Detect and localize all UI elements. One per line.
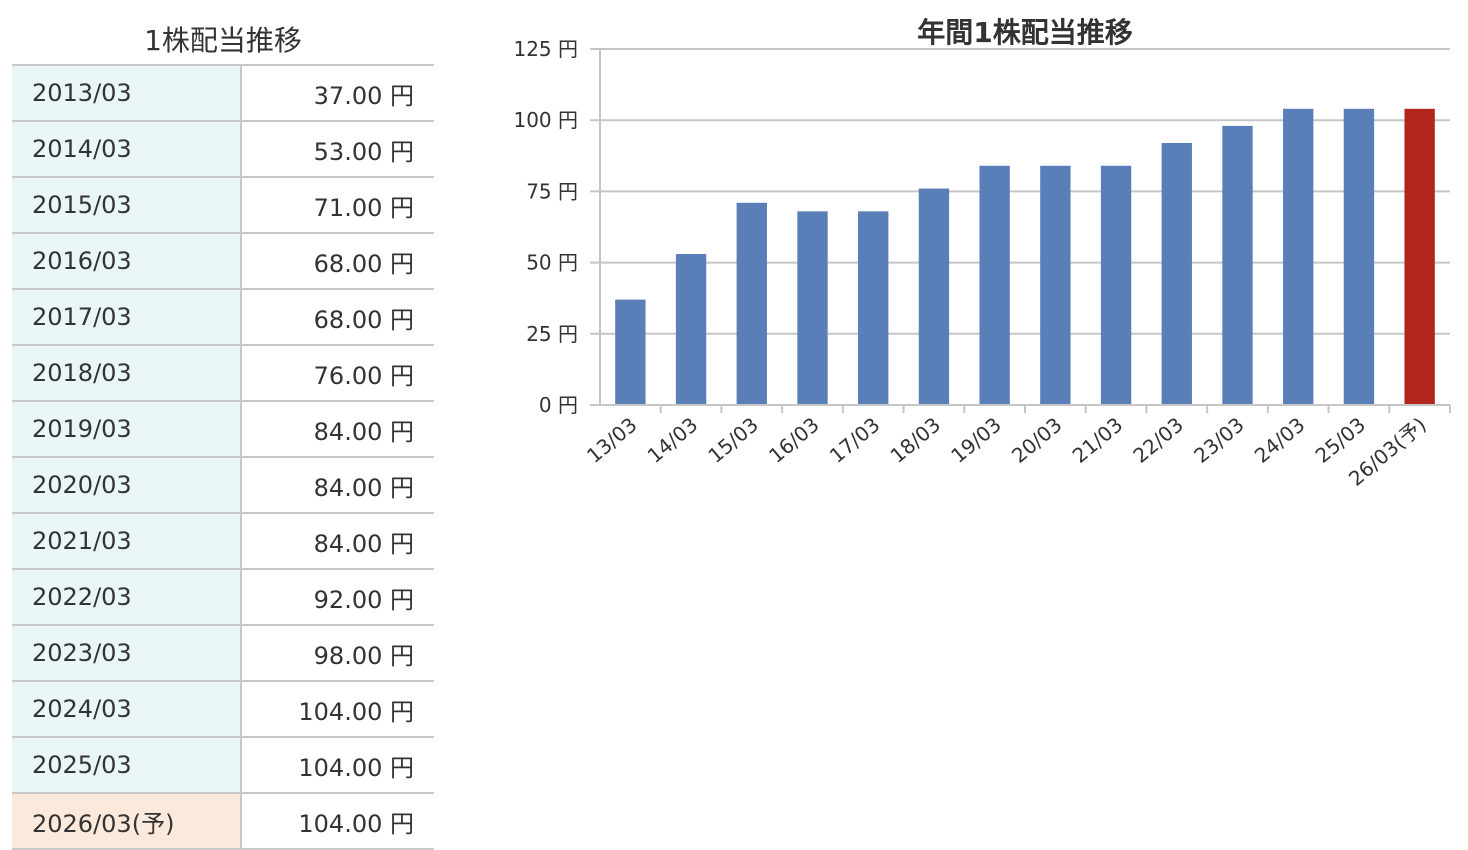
bar xyxy=(797,211,828,405)
period-cell: 2015/03 xyxy=(12,178,242,232)
table-row: 2025/03 104.00 円 xyxy=(12,738,434,794)
x-tick-label: 13/03 xyxy=(582,412,642,467)
bar xyxy=(1283,108,1314,406)
table-row: 2014/03 53.00 円 xyxy=(12,122,434,178)
dividend-cell: 71.00 円 xyxy=(313,193,414,222)
dividend-cell: 84.00 円 xyxy=(313,417,414,446)
dividend-chart: 年間1株配当推移 0 円 25 円 50 円 75 円 100 円 125 円 13/03 14… xyxy=(460,0,1460,560)
period-cell: 2013/03 xyxy=(12,66,242,120)
period-cell: 2023/03 xyxy=(12,626,242,680)
y-tick-label: 50 円 xyxy=(526,251,578,275)
x-tick-label: 23/03 xyxy=(1189,412,1249,467)
bar-forecast xyxy=(1404,108,1435,406)
table-row: 2019/03 84.00 円 xyxy=(12,402,434,458)
x-tick-label: 22/03 xyxy=(1128,412,1188,467)
dividend-cell: 84.00 円 xyxy=(313,473,414,502)
x-tick-label: 18/03 xyxy=(886,412,946,467)
bar xyxy=(736,202,767,405)
table-row: 2018/03 76.00 円 xyxy=(12,346,434,402)
table-row: 2013/03 37.00 円 xyxy=(12,64,434,122)
period-cell: 2025/03 xyxy=(12,738,242,792)
x-tick-label: 14/03 xyxy=(643,412,703,467)
x-tick-label: 24/03 xyxy=(1250,412,1310,467)
dividend-cell: 104.00 円 xyxy=(298,697,414,726)
dividend-cell: 84.00 円 xyxy=(313,529,414,558)
x-tick-label: 19/03 xyxy=(946,412,1006,467)
dividend-cell: 104.00 円 xyxy=(298,809,414,838)
table-title: 1株配当推移 xyxy=(144,24,302,57)
period-cell: 2021/03 xyxy=(12,514,242,568)
dividend-cell: 68.00 円 xyxy=(313,249,414,278)
period-cell: 2018/03 xyxy=(12,346,242,400)
table-row: 2022/03 92.00 円 xyxy=(12,570,434,626)
dividend-cell: 76.00 円 xyxy=(313,361,414,390)
bar xyxy=(918,188,950,405)
period-cell: 2014/03 xyxy=(12,122,242,176)
table-row: 2015/03 71.00 円 xyxy=(12,178,434,234)
table-row: 2017/03 68.00 円 xyxy=(12,290,434,346)
x-tick-label: 20/03 xyxy=(1007,412,1067,467)
table-row: 2024/03 104.00 円 xyxy=(12,682,434,738)
period-cell: 2024/03 xyxy=(12,682,242,736)
bar xyxy=(1161,142,1192,405)
table-row: 2016/03 68.00 円 xyxy=(12,234,434,290)
x-tick-label: 17/03 xyxy=(825,412,885,467)
dividend-cell: 92.00 円 xyxy=(313,585,414,614)
table-row: 2020/03 84.00 円 xyxy=(12,458,434,514)
dividend-cell: 37.00 円 xyxy=(313,81,414,110)
y-tick-label: 75 円 xyxy=(526,179,578,203)
period-cell: 2017/03 xyxy=(12,290,242,344)
x-tick-label: 16/03 xyxy=(764,412,824,467)
dividend-cell: 68.00 円 xyxy=(313,305,414,334)
chart-title: 年間1株配当推移 xyxy=(917,16,1132,49)
period-cell: 2016/03 xyxy=(12,234,242,288)
bar xyxy=(675,254,707,405)
dividend-table: 2013/03 37.00 円 2014/03 53.00 円 2015/03 71.00… xyxy=(12,64,434,850)
bar xyxy=(615,299,646,405)
bar xyxy=(1100,165,1132,405)
y-tick-label: 125 円 xyxy=(513,37,578,61)
dividend-cell: 53.00 円 xyxy=(313,137,414,166)
bar xyxy=(979,165,1010,405)
bar xyxy=(1222,125,1253,406)
bar xyxy=(858,211,889,405)
y-tick-label: 0 円 xyxy=(539,393,578,417)
table-row: 2021/03 84.00 円 xyxy=(12,514,434,570)
chart-svg: 年間1株配当推移 0 円 25 円 50 円 75 円 100 円 125 円 13/03 14… xyxy=(513,16,1451,491)
y-tick-label: 100 円 xyxy=(513,108,578,132)
bar xyxy=(1040,165,1071,405)
table-row: 2023/03 98.00 円 xyxy=(12,626,434,682)
period-cell: 2019/03 xyxy=(12,402,242,456)
y-tick-label: 25 円 xyxy=(526,322,578,346)
dividend-cell: 98.00 円 xyxy=(313,641,414,670)
bar xyxy=(1343,108,1375,406)
x-tick-label: 15/03 xyxy=(703,412,763,467)
table-row: 2026/03(予) 104.00 円 xyxy=(12,794,434,850)
period-cell: 2020/03 xyxy=(12,458,242,512)
dividend-cell: 104.00 円 xyxy=(298,753,414,782)
period-cell: 2022/03 xyxy=(12,570,242,624)
period-cell: 2026/03(予) xyxy=(12,794,242,848)
x-tick-label: 21/03 xyxy=(1068,412,1128,467)
